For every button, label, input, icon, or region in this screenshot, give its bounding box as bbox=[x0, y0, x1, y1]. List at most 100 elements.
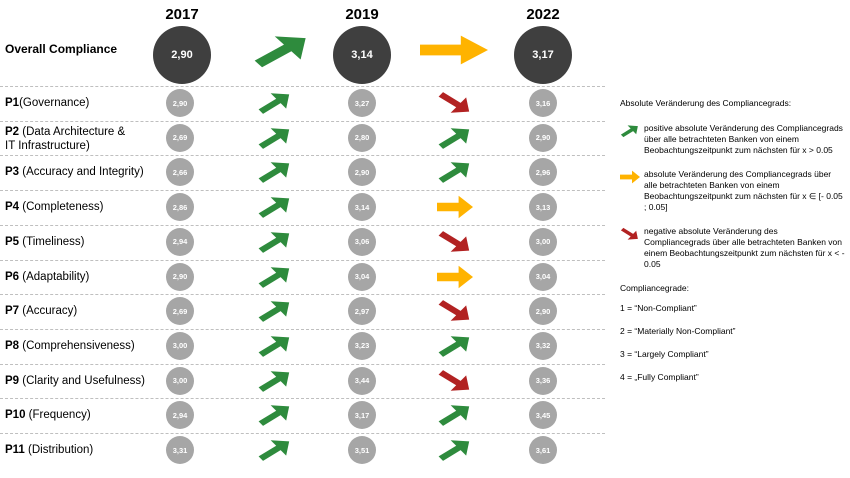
green-arrow-icon bbox=[258, 162, 290, 184]
grade-2: 2 = “Materially Non-Compliant” bbox=[620, 326, 736, 336]
principle-code: P8 bbox=[5, 339, 20, 352]
green-arrow-icon bbox=[438, 127, 470, 149]
green-arrow-icon bbox=[438, 162, 470, 184]
row-divider bbox=[0, 190, 605, 192]
score-circle-2022: 3,00 bbox=[529, 227, 557, 256]
principle-label: P6 (Adaptability) bbox=[5, 270, 89, 284]
score-circle-2022: 2,90 bbox=[529, 297, 557, 326]
principle-name: (Clarity and Usefulness) bbox=[19, 374, 145, 387]
principle-label: P11 (Distribution) bbox=[5, 443, 93, 457]
score-circle-2022: 3,04 bbox=[529, 262, 557, 291]
red-arrow-icon bbox=[438, 230, 470, 252]
row-divider bbox=[0, 294, 605, 296]
overall-compliance-label: Overall Compliance bbox=[5, 42, 118, 56]
overall-2022-circle: 3,17 bbox=[514, 26, 572, 84]
row-divider bbox=[0, 398, 605, 400]
score-circle-2017: 2,90 bbox=[166, 89, 194, 117]
principle-name: (Adaptability) bbox=[19, 270, 90, 283]
score-circle-2017: 2,94 bbox=[166, 227, 194, 256]
score-circle-2022: 2,96 bbox=[529, 158, 557, 187]
green-arrow-icon bbox=[258, 336, 290, 357]
score-circle-2017: 3,00 bbox=[166, 366, 194, 395]
principle-label: P1(Governance) bbox=[5, 96, 89, 110]
score-circle-2019: 3,27 bbox=[348, 89, 376, 117]
yellow-arrow-icon bbox=[437, 265, 473, 288]
principle-label: P2 (Data Architecture & IT Infrastructur… bbox=[5, 125, 125, 153]
principle-name: (Timeliness) bbox=[19, 235, 85, 248]
score-circle-2017: 2,69 bbox=[166, 123, 194, 152]
green-arrow-icon bbox=[620, 125, 638, 138]
principle-code: P7 bbox=[5, 305, 20, 318]
principle-label: P8 (Comprehensiveness) bbox=[5, 339, 135, 353]
grade-4: 4 = „Fully Compliant” bbox=[620, 372, 699, 382]
score-circle-2019: 3,14 bbox=[348, 193, 376, 222]
green-arrow-icon bbox=[258, 405, 290, 427]
principle-code: P4 bbox=[5, 201, 20, 214]
principle-code: P11 bbox=[5, 444, 25, 456]
principle-name: (Accuracy and Integrity) bbox=[19, 166, 144, 179]
green-arrow-icon bbox=[258, 266, 290, 288]
grade-3: 3 = “Largely Compliant” bbox=[620, 349, 709, 359]
principle-code: P3 bbox=[5, 166, 20, 179]
score-circle-2022: 2,90 bbox=[529, 123, 557, 152]
green-arrow-icon bbox=[258, 93, 290, 114]
principle-name: (Accuracy) bbox=[19, 305, 78, 318]
score-circle-2022: 3,16 bbox=[529, 89, 557, 117]
green-arrow-icon bbox=[258, 127, 290, 149]
legend-negative: negative absolute Veränderung des Compli… bbox=[620, 226, 845, 270]
principle-name: (Governance) bbox=[19, 97, 90, 109]
principle-label: P4 (Completeness) bbox=[5, 200, 103, 214]
principle-name: (Comprehensiveness) bbox=[19, 339, 135, 352]
score-circle-2019: 2,80 bbox=[348, 123, 376, 152]
score-circle-2019: 3,17 bbox=[348, 401, 376, 430]
red-arrow-icon bbox=[438, 92, 470, 113]
score-circle-2022: 3,61 bbox=[529, 436, 557, 464]
row-divider bbox=[0, 259, 605, 261]
year-2019-header: 2019 bbox=[345, 6, 379, 23]
row-divider bbox=[0, 363, 605, 365]
red-arrow-icon bbox=[438, 369, 470, 391]
red-arrow-icon bbox=[620, 227, 638, 240]
score-circle-2017: 2,90 bbox=[166, 262, 194, 291]
green-arrow-icon bbox=[258, 197, 290, 218]
overall-trend-1-icon bbox=[254, 36, 306, 68]
score-circle-2017: 2,66 bbox=[166, 158, 194, 187]
yellow-arrow-icon bbox=[620, 170, 640, 184]
principle-code: P9 bbox=[5, 374, 20, 387]
row-divider bbox=[0, 224, 605, 226]
principle-label: P7 (Accuracy) bbox=[5, 304, 77, 318]
score-circle-2022: 3,32 bbox=[529, 331, 557, 360]
score-circle-2019: 2,90 bbox=[348, 158, 376, 187]
row-divider bbox=[0, 155, 605, 157]
row-divider bbox=[0, 328, 605, 330]
score-circle-2019: 3,06 bbox=[348, 227, 376, 256]
legend: Absolute Veränderung des Compliancegrads… bbox=[620, 98, 845, 395]
overall-2017-circle: 2,90 bbox=[153, 26, 211, 84]
green-arrow-icon bbox=[258, 301, 290, 323]
row-divider bbox=[0, 433, 605, 434]
principle-label: P3 (Accuracy and Integrity) bbox=[5, 165, 144, 179]
score-circle-2017: 3,00 bbox=[166, 331, 194, 360]
principle-code: P10 bbox=[5, 409, 26, 422]
principle-label: P9 (Clarity and Usefulness) bbox=[5, 374, 145, 388]
yellow-arrow-icon bbox=[437, 195, 473, 219]
score-circle-2022: 3,45 bbox=[529, 401, 557, 430]
principle-name: (Data Architecture & IT Infrastructure) bbox=[5, 125, 126, 152]
legend-negative-text: negative absolute Veränderung des Compli… bbox=[644, 226, 845, 269]
score-circle-2019: 3,51 bbox=[348, 436, 376, 464]
score-circle-2017: 2,86 bbox=[166, 193, 194, 222]
score-circle-2019: 2,97 bbox=[348, 297, 376, 326]
principle-name: (Frequency) bbox=[25, 409, 91, 422]
green-arrow-icon bbox=[258, 370, 290, 392]
score-circle-2019: 3,23 bbox=[348, 331, 376, 360]
principle-name: (Completeness) bbox=[19, 201, 104, 214]
legend-positive-text: positive absolute Veränderung des Compli… bbox=[644, 123, 843, 155]
score-circle-2022: 3,36 bbox=[529, 366, 557, 395]
score-circle-2017: 2,69 bbox=[166, 297, 194, 326]
legend-title: Absolute Veränderung des Compliancegrads… bbox=[620, 98, 792, 108]
year-2017-header: 2017 bbox=[165, 6, 199, 23]
score-circle-2017: 3,31 bbox=[166, 436, 194, 464]
score-circle-2019: 3,04 bbox=[348, 262, 376, 291]
grade-1: 1 = “Non-Compliant” bbox=[620, 303, 697, 313]
grades-title: Compliancegrade: bbox=[620, 283, 689, 293]
